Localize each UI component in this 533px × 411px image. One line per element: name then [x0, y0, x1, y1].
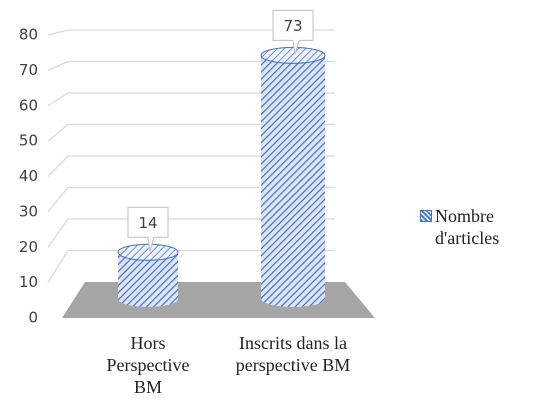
bar-top — [260, 46, 326, 64]
floor — [62, 282, 375, 318]
legend: Nombre d'articles — [420, 205, 530, 249]
grid-line — [47, 249, 335, 283]
y-tick-label: 0 — [28, 309, 38, 327]
x-tick-label: Inscrits dans la perspective BM — [235, 333, 351, 375]
legend-label: Nombre d'articles — [435, 206, 500, 248]
grid-line — [47, 186, 335, 213]
legend-swatch — [420, 210, 432, 222]
grid-line — [47, 60, 335, 71]
y-tick-label: 50 — [19, 132, 38, 150]
y-tick-label: 80 — [19, 26, 38, 44]
bar-top — [117, 243, 179, 261]
y-tick-label: 40 — [19, 167, 38, 185]
y-tick-label: 30 — [19, 202, 38, 220]
data-label-box — [127, 206, 169, 252]
x-tick-label: Hors Perspective BM — [106, 333, 190, 397]
y-tick-label: 70 — [19, 61, 38, 79]
grid-line — [47, 155, 335, 177]
grid-line — [47, 92, 335, 107]
data-label: 73 — [283, 17, 302, 35]
grid-line — [47, 218, 335, 248]
y-tick-label: 20 — [19, 238, 38, 256]
data-label-box — [272, 9, 314, 55]
bar-body — [261, 55, 325, 299]
y-tick-label: 60 — [19, 96, 38, 114]
grid-line — [47, 123, 335, 142]
grid-line — [47, 29, 335, 36]
y-tick-label: 10 — [19, 273, 38, 291]
data-label: 14 — [138, 214, 157, 232]
